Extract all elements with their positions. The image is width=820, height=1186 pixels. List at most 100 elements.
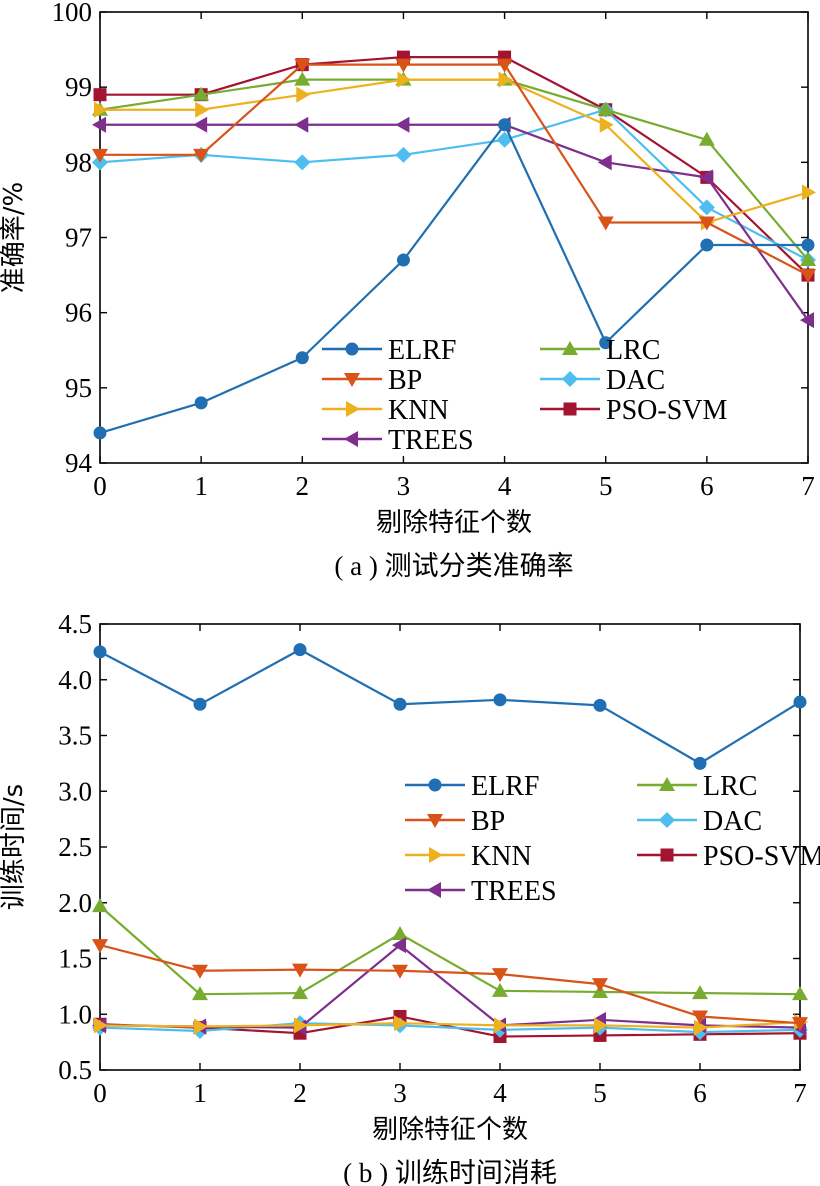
point-knn-b (294, 1017, 308, 1034)
point-knn-b (194, 1018, 208, 1035)
legend-marker-elrf-b (428, 778, 442, 792)
y-tick-label-a: 98 (65, 147, 92, 177)
legend-item-elrf-b: ELRF (405, 771, 539, 802)
x-axis-label-b: 剔除特征个数 (372, 1115, 528, 1145)
y-tick-label-b: 4.5 (58, 609, 92, 639)
legend-marker-lrc-b (659, 777, 675, 791)
legend-item-lrc-b: LRC (637, 771, 757, 802)
point-lrc-b (792, 986, 808, 1001)
legend-item-bp-a: BP (322, 365, 422, 396)
point-bp-b (792, 1017, 808, 1032)
x-tick-label-b: 4 (493, 1078, 507, 1108)
y-tick-label-b: 2.5 (58, 832, 92, 862)
point-bp-b (592, 978, 608, 993)
series-lrc-b (92, 898, 808, 1001)
point-elrf-b (393, 697, 407, 711)
point-lrc-a (597, 101, 614, 116)
legend-marker-knn-a (346, 401, 360, 417)
line-lrc-a (99, 78, 809, 261)
point-bp-b (492, 968, 508, 983)
y-tick-label-a: 96 (65, 298, 92, 328)
y-axis-label-a: 准确率/% (0, 182, 29, 293)
point-lrc-b (692, 985, 708, 1000)
point-knn-a (397, 71, 412, 88)
series-elrf-b (93, 643, 807, 770)
point-trees-b (392, 937, 406, 954)
legend-item-trees-a: TREES (322, 425, 474, 456)
series-knn-a (94, 71, 816, 231)
point-dac-a (496, 131, 513, 148)
point-trees-a (193, 116, 208, 133)
point-dac-a (395, 146, 412, 163)
y-tick-label-b: 4.0 (58, 665, 92, 695)
x-tick-label-a: 6 (700, 471, 714, 501)
point-elrf-a (498, 118, 512, 132)
point-lrc-a (698, 131, 715, 146)
point-bp-a (496, 58, 513, 73)
legend-marker-lrc-a (562, 341, 578, 355)
legend-marker-pso-svm-b (660, 848, 674, 862)
point-bp-b (292, 963, 308, 978)
caption-b: ( b ) 训练时间消耗 (343, 1158, 557, 1186)
point-elrf-b (693, 756, 707, 770)
series-bp-a (92, 58, 816, 284)
point-bp-b (192, 964, 208, 979)
point-knn-a (498, 71, 513, 88)
line-pso-svm-a (100, 55, 809, 276)
legend-b: ELRF BP KNN TREES LRC DAC PSO-SVM (405, 771, 820, 907)
point-bp-a (193, 148, 210, 163)
x-tick-label-a: 1 (194, 471, 208, 501)
legend-marker-bp-a (344, 373, 360, 387)
point-lrc-a (294, 71, 311, 86)
y-tick-label-a: 95 (65, 373, 92, 403)
x-axis-label-a: 剔除特征个数 (376, 508, 532, 538)
point-bp-b (692, 1010, 708, 1025)
y-tick-label-a: 97 (65, 223, 92, 253)
y-tick-label-a: 100 (52, 0, 93, 27)
point-elrf-b (593, 698, 607, 712)
point-knn-b (494, 1017, 508, 1034)
legend-marker-bp-b (427, 814, 443, 828)
line-dac-a (99, 108, 809, 262)
legend-label-elrf-b: ELRF (471, 771, 539, 802)
line-trees-a (100, 123, 809, 321)
point-knn-b (694, 1019, 708, 1036)
legend-item-lrc-a: LRC (540, 335, 660, 366)
x-tick-label-b: 6 (693, 1078, 707, 1108)
legend-marker-dac-a (562, 371, 578, 387)
caption-a: ( a ) 测试分类准确率 (334, 551, 573, 581)
point-elrf-b (93, 645, 107, 659)
series-trees-a (92, 116, 814, 329)
x-tick-label-a: 4 (498, 471, 512, 501)
point-elrf-a (396, 253, 410, 267)
legend-item-elrf-a: ELRF (322, 335, 456, 366)
point-lrc-a (193, 86, 210, 101)
legend-item-pso-svm-a: PSO-SVM (540, 395, 727, 426)
point-lrc-b (92, 898, 108, 913)
legend-label-bp-b: BP (471, 806, 505, 837)
point-lrc-b (192, 986, 208, 1001)
point-trees-a (294, 116, 309, 133)
legend-label-elrf-a: ELRF (388, 335, 456, 366)
point-elrf-b (193, 697, 207, 711)
legend-item-bp-b: BP (405, 806, 505, 837)
point-elrf-b (793, 695, 807, 709)
point-lrc-b (492, 982, 508, 997)
legend-marker-pso-svm-a (563, 402, 577, 416)
legend-label-dac-a: DAC (606, 365, 665, 396)
legend-label-pso-svm-a: PSO-SVM (606, 395, 727, 426)
legend-item-knn-a: KNN (322, 395, 449, 426)
legend-label-trees-a: TREES (388, 425, 474, 456)
point-elrf-a (599, 336, 613, 350)
legend-label-knn-a: KNN (388, 395, 449, 426)
point-lrc-b (292, 985, 308, 1000)
series-elrf-a (93, 118, 815, 440)
point-knn-a (599, 116, 614, 133)
legend-label-lrc-b: LRC (703, 771, 757, 802)
legend-marker-trees-b (427, 882, 441, 898)
point-bp-b (92, 939, 108, 954)
legend-marker-knn-b (429, 847, 443, 863)
y-tick-label-b: 0.5 (58, 1055, 92, 1085)
